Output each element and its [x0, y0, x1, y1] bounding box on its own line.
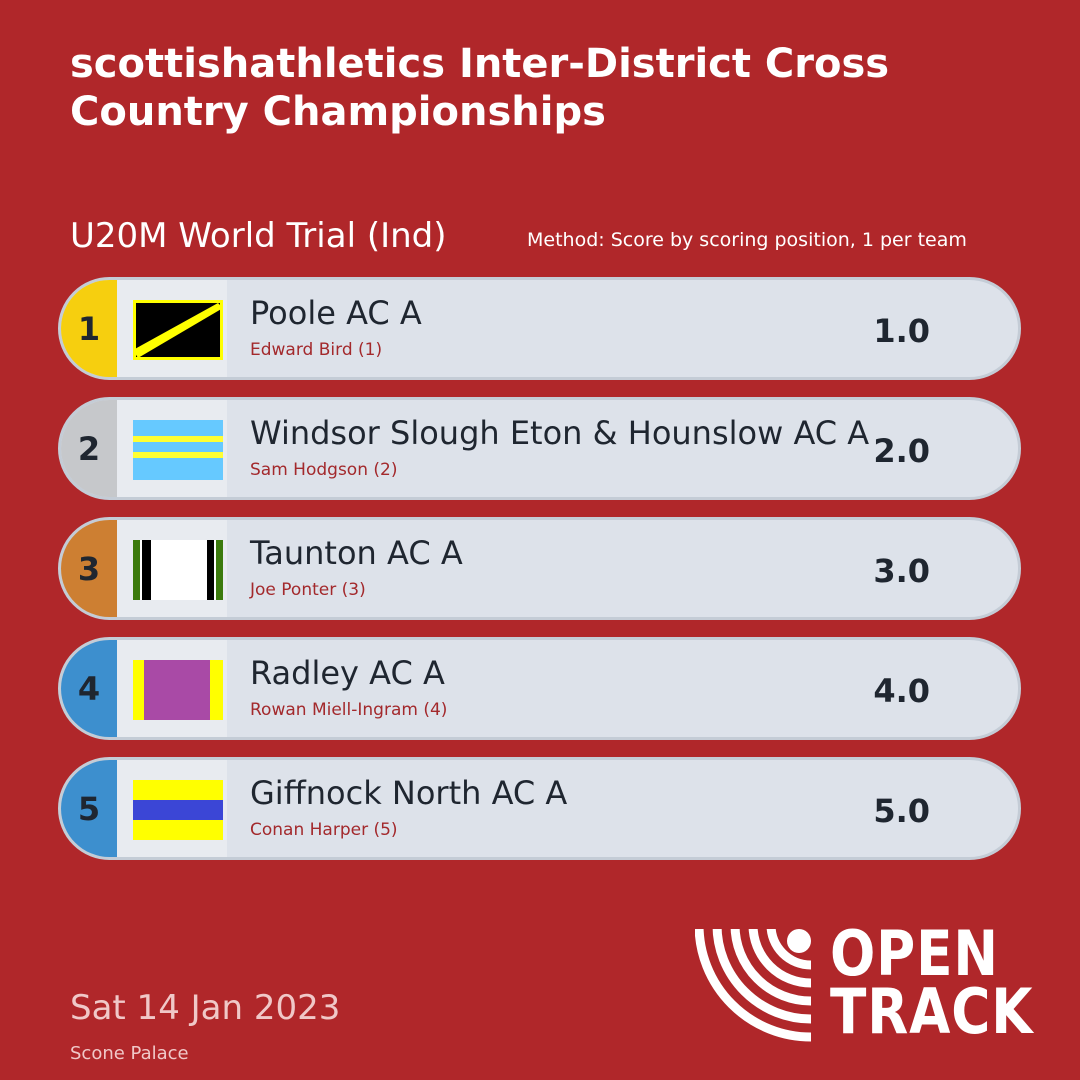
result-row-1[interactable]: 1 Poole AC A Edward Bird (1) 1.0 — [58, 277, 1021, 380]
result-row-3[interactable]: 3 Taunton AC A Joe Ponter (3) 3.0 — [58, 517, 1021, 620]
result-row-4[interactable]: 4 Radley AC A Rowan Miell-Ingram (4) 4.0 — [58, 637, 1021, 740]
rank-badge: 4 — [61, 640, 117, 737]
result-row-5[interactable]: 5 Giffnock North AC A Conan Harper (5) 5… — [58, 757, 1021, 860]
logo-line-2: TRACK — [830, 975, 1034, 1048]
team-name: Radley AC A — [250, 654, 445, 692]
score: 2.0 — [873, 432, 930, 470]
club-flag-container — [117, 400, 227, 497]
opentrack-logo: OPEN TRACK — [695, 923, 1045, 1045]
event-date: Sat 14 Jan 2023 — [70, 988, 341, 1028]
athlete-name: Conan Harper (5) — [250, 820, 398, 840]
club-flag-container — [117, 520, 227, 617]
score: 4.0 — [873, 672, 930, 710]
score: 3.0 — [873, 552, 930, 590]
rank-badge: 1 — [61, 280, 117, 377]
athlete-name: Edward Bird (1) — [250, 340, 383, 360]
club-flag-container — [117, 760, 227, 857]
club-flag-container — [117, 640, 227, 737]
score: 1.0 — [873, 312, 930, 350]
rank-badge: 5 — [61, 760, 117, 857]
club-flag-taunton — [133, 540, 223, 600]
team-name: Windsor Slough Eton & Hounslow AC A — [250, 414, 870, 452]
rank-badge: 2 — [61, 400, 117, 497]
club-flag-container — [117, 280, 227, 377]
club-flag-windsor — [133, 420, 223, 480]
scoring-method: Method: Score by scoring position, 1 per… — [527, 229, 967, 251]
score: 5.0 — [873, 792, 930, 830]
event-name: U20M World Trial (Ind) — [70, 216, 447, 256]
club-flag-poole — [133, 300, 223, 360]
opentrack-wordmark: OPEN TRACK — [830, 917, 1067, 1048]
athlete-name: Joe Ponter (3) — [250, 580, 366, 600]
result-row-2[interactable]: 2 Windsor Slough Eton & Hounslow AC A Sa… — [58, 397, 1021, 500]
club-flag-radley — [133, 660, 223, 720]
team-name: Taunton AC A — [250, 534, 463, 572]
team-name: Giffnock North AC A — [250, 774, 568, 812]
club-flag-giffnock — [133, 780, 223, 840]
event-venue: Scone Palace — [70, 1043, 189, 1064]
rank-badge: 3 — [61, 520, 117, 617]
athlete-name: Rowan Miell-Ingram (4) — [250, 700, 448, 720]
logo-line-1: OPEN — [830, 917, 999, 990]
team-name: Poole AC A — [250, 294, 422, 332]
page-title: scottishathletics Inter-District Cross C… — [70, 41, 890, 135]
athlete-name: Sam Hodgson (2) — [250, 460, 398, 480]
opentrack-arcs-icon — [695, 925, 815, 1042]
